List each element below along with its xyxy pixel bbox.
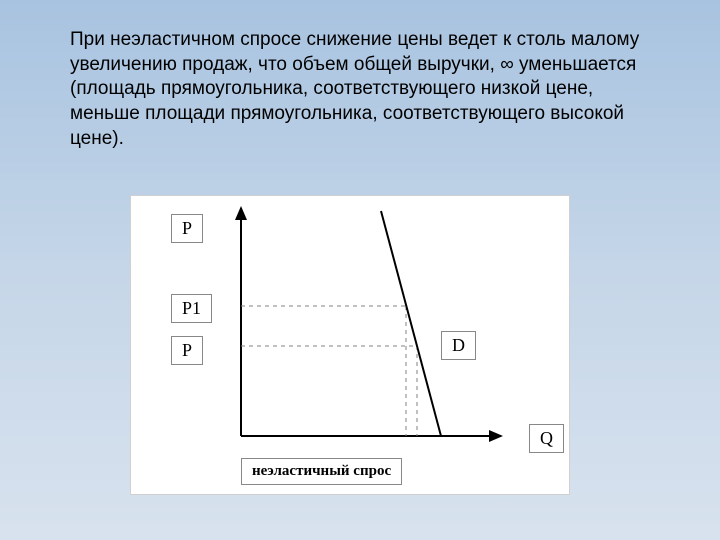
q-axis-label: Q	[529, 424, 564, 453]
demand-chart: P P1 P D Q неэластичный спрос	[130, 195, 570, 495]
p1-label: P1	[171, 294, 212, 323]
d-label: D	[441, 331, 476, 360]
y-axis-label: P	[171, 214, 203, 243]
p-label: P	[171, 336, 203, 365]
slide-paragraph: При неэластичном спросе снижение цены ве…	[70, 28, 665, 151]
chart-caption: неэластичный спрос	[241, 458, 402, 485]
